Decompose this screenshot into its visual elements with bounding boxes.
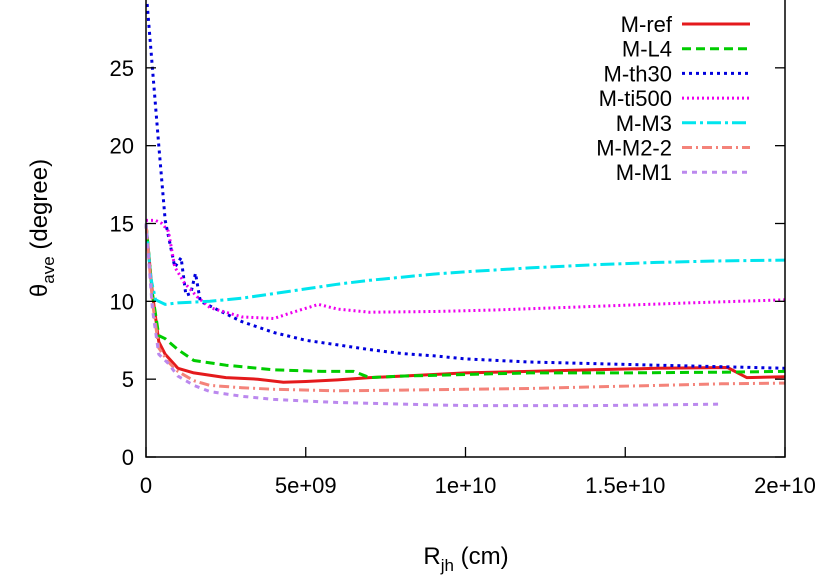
tick-labels: 0 5e+09 1e+10 1.5e+10 2e+10 0 5 10 15 20 25 30 — [110, 0, 816, 498]
series-line-m-m2-2 — [144, 223, 786, 393]
legend-label: M-M1 — [616, 160, 672, 185]
y-tick-label: 10 — [110, 289, 134, 314]
x-tick-label: 1.5e+10 — [585, 473, 665, 498]
legend-label: M-M2-2 — [596, 136, 672, 161]
y-axis-label: θave (degree) — [26, 159, 58, 297]
y-tick-label: 15 — [110, 212, 134, 237]
x-tick-label: 2e+10 — [754, 473, 816, 498]
series-line-m-m1 — [144, 223, 722, 408]
legend-label: M-ti500 — [599, 86, 672, 111]
y-tick-label: 0 — [122, 445, 134, 470]
series-lines — [144, 0, 786, 408]
series-line-m-ref — [144, 223, 786, 384]
legend-label: M-th30 — [604, 61, 672, 86]
x-tick-label: 5e+09 — [275, 473, 337, 498]
y-tick-label: 5 — [122, 367, 134, 392]
plot-frame — [145, 0, 786, 458]
y-tick-label: 25 — [110, 56, 134, 81]
series-line-m-ti500 — [146, 218, 786, 320]
axis-ticks — [145, 67, 786, 458]
legend-label: M-ref — [621, 12, 673, 37]
x-axis-label: Rjh (cm) — [423, 543, 508, 575]
x-tick-label: 0 — [140, 473, 152, 498]
series-line-m-l4 — [144, 223, 786, 380]
x-tick-label: 1e+10 — [435, 473, 497, 498]
series-line-m-m3 — [144, 223, 786, 306]
y-tick-label: 30 — [110, 0, 134, 3]
legend-label: M-M3 — [616, 111, 672, 136]
y-tick-label: 20 — [110, 134, 134, 159]
legend-label: M-L4 — [622, 37, 672, 62]
series-line-m-th30 — [145, 0, 786, 370]
